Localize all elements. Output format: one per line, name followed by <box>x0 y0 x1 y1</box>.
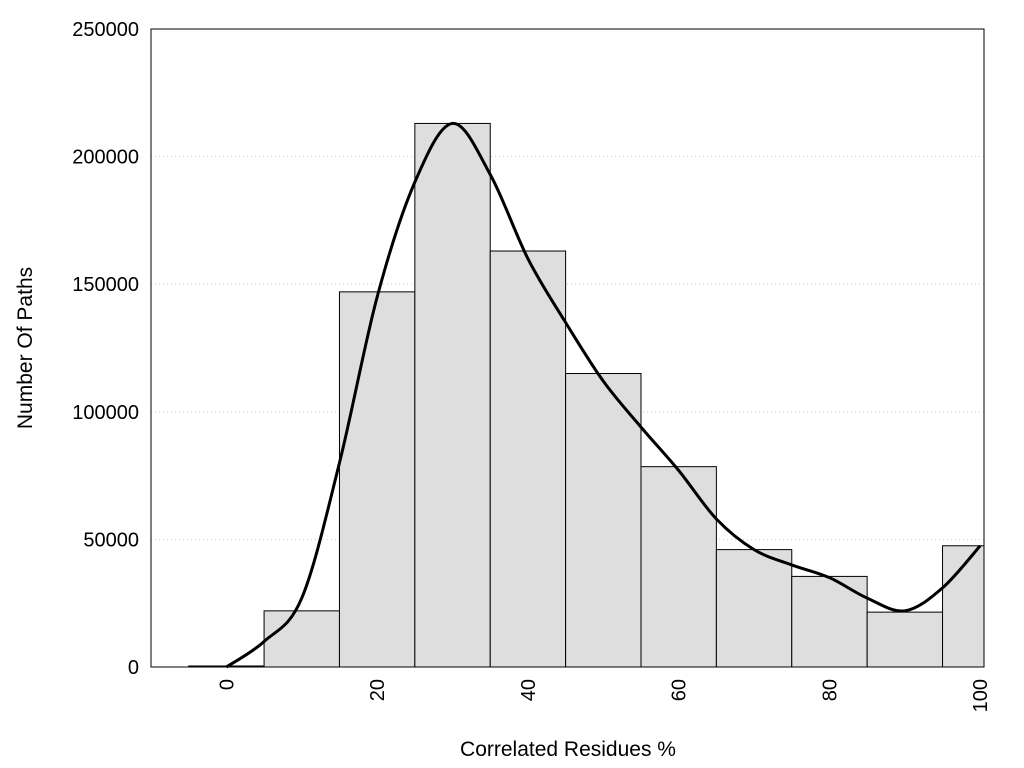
bar <box>866 611 944 668</box>
x-axis-title: Correlated Residues % <box>460 738 676 761</box>
bar <box>791 575 868 668</box>
x-tick-label: 40 <box>518 679 540 701</box>
x-tick-label: 0 <box>216 679 238 690</box>
bar <box>414 122 491 668</box>
bar <box>338 291 416 668</box>
y-axis: 0 50000 100000 150000 200000 250000 <box>72 19 139 679</box>
x-tick-label: 20 <box>367 679 389 701</box>
plot-frame <box>150 28 985 668</box>
y-tick-label: 250000 <box>72 19 139 41</box>
bar <box>565 373 642 668</box>
x-axis: 0 20 40 60 80 100 <box>216 679 992 712</box>
y-tick-label: 100000 <box>72 402 139 424</box>
x-tick-label: 60 <box>669 679 691 701</box>
histogram-bars <box>188 122 985 668</box>
density-curve <box>225 121 982 669</box>
bar <box>489 250 567 668</box>
bar <box>640 466 717 668</box>
x-tick-label: 80 <box>819 679 841 701</box>
y-tick-label: 200000 <box>72 147 139 169</box>
y-tick-label: 0 <box>128 657 139 679</box>
x-tick-label: 100 <box>970 679 992 712</box>
y-tick-label: 50000 <box>83 529 139 551</box>
bar <box>263 610 340 668</box>
y-tick-label: 150000 <box>72 274 139 296</box>
bar <box>715 549 793 668</box>
y-axis-title: Number Of Paths <box>14 267 37 429</box>
